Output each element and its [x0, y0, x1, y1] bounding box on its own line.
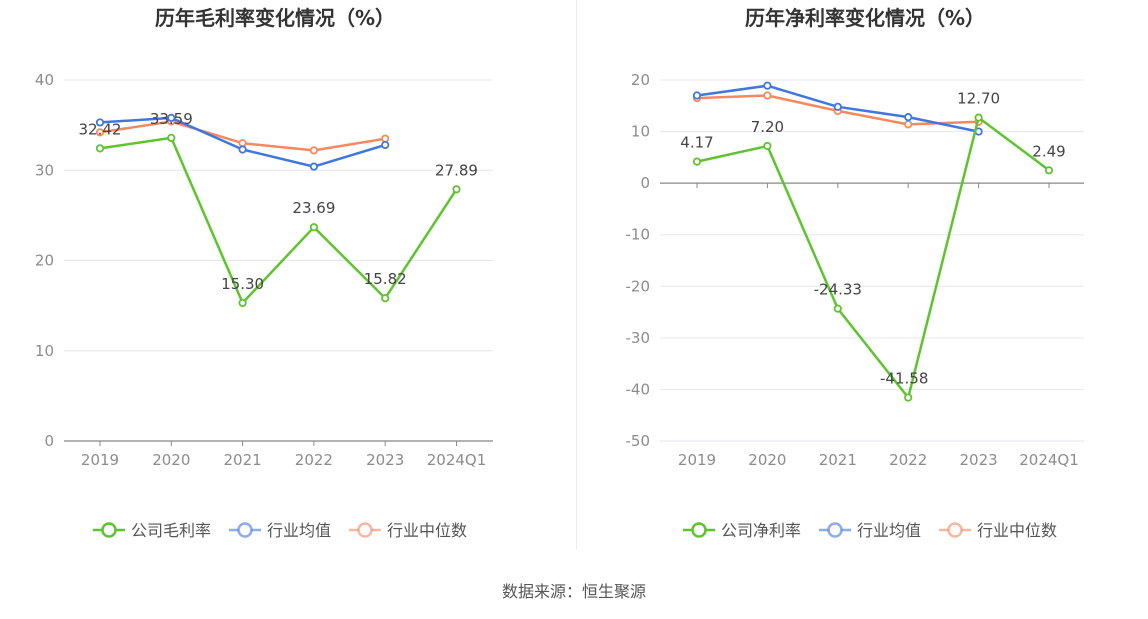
data-label: -41.58: [880, 370, 928, 388]
data-point-industry_avg[interactable]: [763, 81, 772, 90]
legend-item-company[interactable]: 公司净利率: [683, 521, 801, 540]
legend-swatch-marker: [101, 522, 117, 538]
data-point-company[interactable]: [95, 144, 105, 153]
data-label: 33.59: [150, 110, 193, 128]
y-tick-label: -30: [626, 329, 651, 347]
panel-divider: [576, 0, 577, 550]
legend-label: 行业均值: [267, 521, 331, 540]
x-tick-label: 2024Q1: [427, 451, 487, 469]
x-tick-label: 2023: [960, 451, 998, 469]
x-tick-label: 2022: [889, 451, 927, 469]
data-point-company[interactable]: [833, 304, 842, 313]
legend-swatch-marker: [827, 522, 843, 538]
legend-item-industry_median[interactable]: 行业中位数: [939, 521, 1057, 540]
y-tick-label: -10: [626, 226, 651, 244]
data-point-company[interactable]: [167, 133, 176, 142]
data-point-industry_median[interactable]: [763, 91, 772, 100]
data-label: 15.30: [221, 275, 264, 293]
data-point-industry_avg[interactable]: [238, 145, 247, 154]
x-tick-label: 2021: [819, 451, 857, 469]
data-point-industry_avg[interactable]: [95, 118, 105, 127]
chart-panel-gross-margin: 历年毛利率变化情况（%） 0 10 20 30 40 2019 2020 2021 2022 202…: [35, 6, 493, 540]
chart-panel-net-margin: 历年净利率变化情况（%） -50 -40 -30 -20 -10 0 10 20 2019 2020…: [626, 6, 1084, 540]
data-point-industry_avg[interactable]: [692, 91, 702, 100]
data-label: 23.69: [292, 199, 335, 217]
x-tick-label: 2019: [81, 451, 119, 469]
y-tick-label: 10: [631, 123, 650, 141]
data-label: 15.82: [364, 270, 407, 288]
data-point-company[interactable]: [238, 298, 247, 308]
x-tick-label: 2020: [152, 451, 190, 469]
legend-label: 行业均值: [857, 521, 921, 540]
data-label: 2.49: [1032, 142, 1065, 160]
legend-item-industry_avg[interactable]: 行业均值: [819, 521, 921, 540]
data-label: 7.20: [751, 118, 784, 136]
series-line-company: [696, 116, 1050, 399]
data-point-industry_avg[interactable]: [904, 113, 913, 122]
data-point-company[interactable]: [904, 393, 913, 402]
data-point-company[interactable]: [309, 223, 318, 232]
data-point-company[interactable]: [763, 141, 772, 151]
data-point-industry_avg[interactable]: [833, 102, 842, 111]
legend-item-industry_median[interactable]: 行业中位数: [349, 521, 467, 540]
legend-swatch-marker: [237, 522, 253, 538]
x-tick-label: 2023: [366, 451, 404, 469]
data-point-company[interactable]: [381, 294, 390, 303]
data-label: 4.17: [680, 134, 713, 152]
data-source-note: 数据来源：恒生聚源: [501, 582, 646, 601]
y-tick-label: 20: [631, 71, 650, 89]
y-tick-label: -40: [626, 380, 651, 398]
legend-label: 公司净利率: [721, 521, 801, 540]
legend-item-company[interactable]: 公司毛利率: [93, 521, 211, 540]
data-label: -24.33: [814, 281, 862, 299]
y-tick-label: 10: [35, 342, 54, 360]
series-line-company: [99, 136, 458, 305]
legend-label: 行业中位数: [387, 521, 467, 540]
y-tick-label: 0: [640, 174, 650, 192]
legend-item-industry_avg[interactable]: 行业均值: [229, 521, 331, 540]
legend-label: 行业中位数: [977, 521, 1057, 540]
data-point-industry_median[interactable]: [309, 146, 318, 155]
legend-swatch-marker: [357, 522, 373, 538]
data-point-company[interactable]: [1044, 166, 1054, 175]
y-tick-label: 30: [35, 161, 54, 179]
x-tick-label: 2019: [678, 451, 716, 469]
y-tick-label: -50: [626, 432, 651, 450]
legend-label: 公司毛利率: [131, 521, 211, 540]
y-tick-label: 40: [35, 71, 54, 89]
data-point-industry_avg[interactable]: [167, 113, 176, 123]
data-point-industry_median[interactable]: [95, 128, 105, 137]
x-tick-label: 2020: [748, 451, 786, 469]
data-point-industry_median[interactable]: [904, 120, 913, 129]
data-label: 32.42: [79, 120, 122, 138]
data-point-industry_avg[interactable]: [309, 162, 318, 171]
data-point-company[interactable]: [692, 157, 702, 166]
data-point-industry_avg[interactable]: [381, 140, 390, 150]
chart-title: 历年净利率变化情况（%）: [745, 6, 985, 30]
y-tick-label: 0: [44, 432, 54, 450]
chart-title: 历年毛利率变化情况（%）: [155, 6, 395, 30]
data-label: 12.70: [957, 90, 1000, 108]
x-tick-label: 2021: [224, 451, 262, 469]
legend-swatch-marker: [947, 522, 963, 538]
x-tick-label: 2024Q1: [1019, 451, 1079, 469]
x-tick-label: 2022: [295, 451, 333, 469]
data-point-company[interactable]: [452, 185, 461, 194]
data-point-company[interactable]: [974, 113, 983, 122]
legend-swatch-marker: [691, 522, 707, 538]
data-label: 27.89: [435, 161, 478, 179]
y-tick-label: 20: [35, 252, 54, 270]
y-tick-label: -20: [626, 277, 651, 295]
